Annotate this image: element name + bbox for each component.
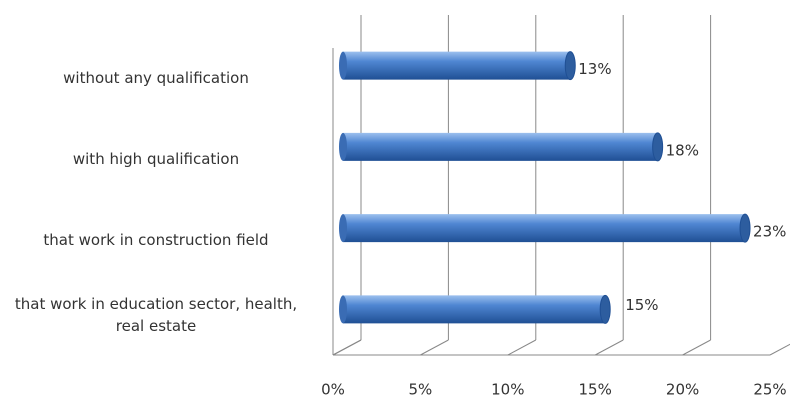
bar-cap: [339, 132, 347, 161]
bar-cap: [339, 295, 347, 324]
category-label: without any qualification: [63, 68, 249, 87]
bar-cap: [739, 213, 751, 243]
bar: [343, 295, 606, 324]
bar-cap: [339, 51, 347, 80]
bar: [343, 132, 658, 161]
grid-line: [682, 339, 711, 356]
grid-line: [420, 339, 449, 356]
value-label: 23%: [753, 223, 786, 241]
grid-line: [769, 343, 790, 356]
bar-cap: [599, 294, 611, 324]
bar-cap: [339, 214, 347, 243]
category-label: that work in construction field: [43, 231, 269, 250]
x-tick-label: 25%: [753, 381, 786, 399]
grid-line: [507, 339, 537, 356]
bar-cap: [652, 132, 664, 162]
value-label: 13%: [578, 60, 611, 78]
x-tick-label: 15%: [579, 381, 612, 399]
x-tick-label: 20%: [666, 381, 699, 399]
bar: [343, 51, 571, 80]
value-label: 18%: [666, 141, 699, 159]
grid-line: [332, 339, 362, 356]
x-tick-label: 5%: [409, 381, 433, 399]
grid-line: [594, 339, 624, 356]
category-label: with high qualification: [72, 149, 240, 168]
bar-cap: [564, 51, 576, 81]
bar: [343, 214, 746, 243]
category-label: that work in education sector, health, r…: [14, 295, 298, 336]
value-label: 15%: [625, 296, 658, 314]
x-tick-label: 0%: [321, 381, 345, 399]
x-tick-label: 10%: [491, 381, 524, 399]
